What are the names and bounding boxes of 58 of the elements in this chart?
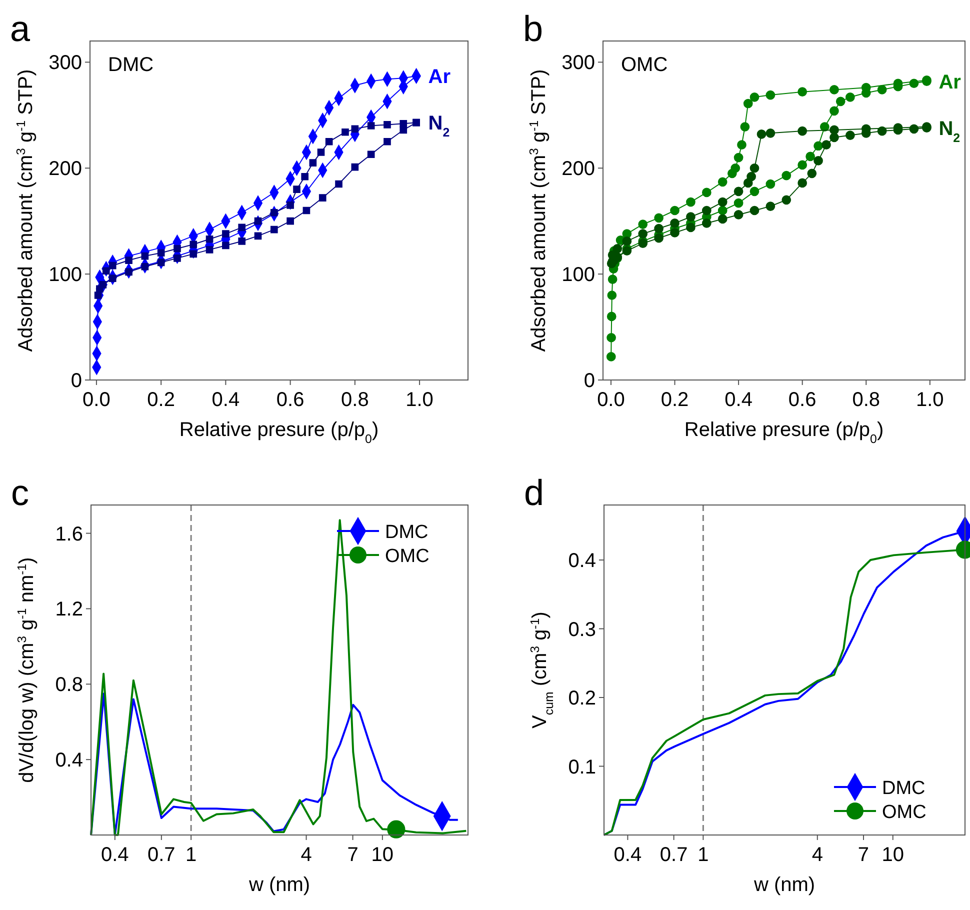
legend-label: DMC: [882, 778, 926, 799]
x-tick-label: 1: [186, 844, 197, 866]
chart-title: d: [524, 472, 544, 513]
y-tick-label: 0.4: [55, 750, 83, 772]
x-tick-label: 7: [347, 844, 358, 866]
text: DMC: [108, 54, 154, 76]
y-tick-label: 100: [562, 264, 595, 286]
chart-title: b: [523, 8, 544, 49]
y-tick-label: 200: [562, 158, 595, 180]
x-tick-label: 0.7: [148, 844, 176, 866]
series-label: Ar: [428, 66, 451, 88]
y-tick-label: 0: [70, 370, 82, 392]
chart-title: a: [10, 8, 31, 49]
legend-label: OMC: [882, 802, 926, 823]
y-tick-label: 0.3: [568, 618, 596, 641]
legend-label: DMC: [385, 522, 428, 543]
x-tick-label: 0.4: [724, 389, 752, 411]
y-tick-label: 300: [48, 52, 82, 74]
y-tick-label: 0: [584, 370, 595, 392]
x-tick-label: 0.0: [82, 389, 110, 411]
y-tick-label: 1.2: [55, 598, 83, 621]
x-tick-label: 0.2: [660, 389, 689, 411]
x-axis-title: Relative presure (p/p$_{0}$): [684, 419, 884, 446]
y-tick-label: 0.8: [55, 674, 83, 696]
x-axis-title: Relative presure (p/p$_{0}$): [179, 419, 379, 446]
x-tick-label: 10: [371, 844, 394, 866]
x-tick-label: 7: [858, 844, 870, 866]
x-axis-title: w (nm): [752, 874, 816, 896]
text: OMC: [621, 54, 668, 76]
x-tick-label: 0.6: [788, 389, 816, 411]
x-tick-label: 0.4: [101, 844, 129, 866]
x-tick-label: 4: [300, 844, 312, 866]
x-tick-label: 0.2: [147, 389, 175, 411]
x-tick-label: 4: [812, 844, 823, 866]
x-tick-label: 10: [882, 844, 904, 866]
y-tick-label: 1.6: [55, 523, 83, 546]
legend-label: OMC: [385, 546, 430, 567]
x-tick-label: 1.0: [916, 389, 944, 411]
x-tick-label: 0.7: [660, 844, 688, 866]
series-label: N$_{2}$: [428, 112, 450, 140]
y-tick-label: 100: [48, 264, 82, 286]
y-tick-label: 300: [562, 52, 595, 74]
x-tick-label: 0.0: [597, 389, 625, 411]
x-tick-label: 1.0: [406, 389, 434, 411]
series-label: N$_{2}$: [938, 118, 960, 145]
x-tick-label: 0.8: [341, 389, 369, 411]
y-tick-label: 200: [48, 158, 82, 180]
y-tick-label: 0.1: [568, 756, 596, 778]
x-tick-label: 0.4: [212, 389, 240, 411]
x-tick-label: 0.8: [852, 389, 880, 411]
x-tick-label: 0.6: [276, 389, 304, 411]
x-tick-label: 0.4: [614, 844, 642, 866]
chart-title: c: [11, 472, 29, 513]
x-tick-label: 1: [698, 844, 709, 866]
y-tick-label: 0.4: [568, 550, 596, 572]
x-axis-title: w (nm): [248, 874, 310, 896]
series-label: Ar: [938, 71, 962, 94]
y-tick-label: 0.2: [568, 688, 596, 710]
